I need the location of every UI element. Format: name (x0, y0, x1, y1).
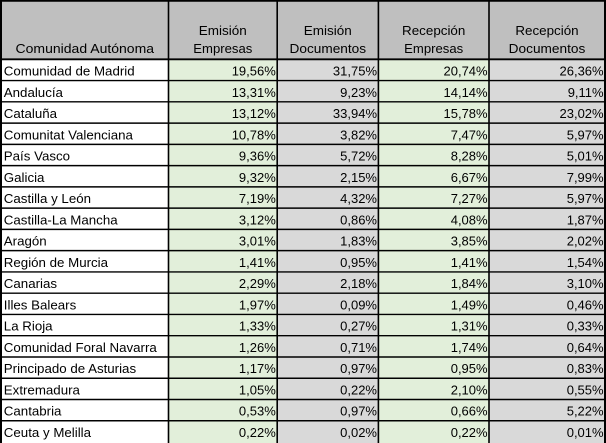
svg-text:Illes Balears: Illes Balears (4, 297, 77, 312)
svg-text:1,26%: 1,26% (239, 340, 276, 355)
svg-text:1,84%: 1,84% (451, 276, 488, 291)
svg-text:14,14%: 14,14% (444, 85, 489, 100)
svg-text:0,22%: 0,22% (239, 425, 276, 440)
svg-text:3,01%: 3,01% (239, 234, 276, 249)
svg-text:0,66%: 0,66% (451, 404, 488, 419)
svg-text:Galicia: Galicia (4, 170, 45, 185)
svg-text:9,11%: 9,11% (568, 85, 604, 100)
svg-text:1,05%: 1,05% (239, 382, 276, 397)
svg-text:1,33%: 1,33% (239, 319, 276, 334)
svg-text:23,02%: 23,02% (560, 106, 605, 121)
svg-text:5,72%: 5,72% (340, 149, 377, 164)
svg-text:31,75%: 31,75% (333, 64, 378, 79)
svg-text:0,71%: 0,71% (340, 340, 377, 355)
svg-text:0,46%: 0,46% (567, 297, 604, 312)
svg-text:9,36%: 9,36% (239, 149, 276, 164)
svg-text:Emisión: Emisión (199, 23, 247, 38)
svg-text:Canarias: Canarias (4, 276, 58, 291)
svg-text:5,22%: 5,22% (567, 404, 604, 419)
svg-text:15,78%: 15,78% (444, 106, 489, 121)
svg-text:Cantabria: Cantabria (4, 404, 62, 419)
svg-text:Comunidad Foral Navarra: Comunidad Foral Navarra (4, 340, 158, 355)
svg-text:La Rioja: La Rioja (4, 319, 53, 334)
svg-text:1,41%: 1,41% (451, 255, 488, 270)
svg-text:Recepción: Recepción (402, 23, 465, 38)
svg-text:1,49%: 1,49% (451, 297, 488, 312)
svg-text:2,10%: 2,10% (451, 382, 488, 397)
svg-text:0,53%: 0,53% (239, 404, 276, 419)
svg-text:Documentos: Documentos (509, 41, 586, 56)
svg-text:13,12%: 13,12% (232, 106, 277, 121)
svg-text:7,99%: 7,99% (567, 170, 604, 185)
svg-text:9,23%: 9,23% (340, 85, 377, 100)
svg-text:0,22%: 0,22% (451, 425, 488, 440)
svg-text:0,64%: 0,64% (567, 340, 604, 355)
svg-text:0,83%: 0,83% (567, 361, 604, 376)
svg-text:5,01%: 5,01% (567, 149, 604, 164)
svg-text:3,85%: 3,85% (451, 234, 488, 249)
svg-text:1,74%: 1,74% (451, 340, 488, 355)
svg-text:Castilla-La Mancha: Castilla-La Mancha (4, 212, 118, 227)
svg-text:Principado de Asturias: Principado de Asturias (4, 361, 137, 376)
svg-text:26,36%: 26,36% (560, 64, 605, 79)
svg-text:3,82%: 3,82% (340, 127, 377, 142)
svg-text:9,32%: 9,32% (239, 170, 276, 185)
svg-text:5,97%: 5,97% (567, 127, 604, 142)
svg-text:8,28%: 8,28% (451, 149, 488, 164)
svg-text:6,67%: 6,67% (451, 170, 488, 185)
svg-text:4,08%: 4,08% (451, 212, 488, 227)
svg-text:0,02%: 0,02% (340, 425, 377, 440)
svg-text:19,56%: 19,56% (232, 64, 277, 79)
svg-text:0,01%: 0,01% (567, 425, 604, 440)
svg-text:0,86%: 0,86% (340, 212, 377, 227)
svg-text:4,32%: 4,32% (340, 191, 377, 206)
svg-text:0,95%: 0,95% (451, 361, 488, 376)
svg-text:0,22%: 0,22% (340, 382, 377, 397)
svg-text:3,10%: 3,10% (567, 276, 604, 291)
svg-text:1,87%: 1,87% (567, 212, 604, 227)
svg-text:1,17%: 1,17% (239, 361, 276, 376)
svg-text:3,12%: 3,12% (239, 212, 276, 227)
svg-text:1,83%: 1,83% (340, 234, 377, 249)
svg-text:7,19%: 7,19% (239, 191, 276, 206)
svg-text:Aragón: Aragón (4, 234, 47, 249)
svg-text:0,33%: 0,33% (567, 319, 604, 334)
svg-text:Extremadura: Extremadura (4, 382, 81, 397)
svg-text:Documentos: Documentos (290, 41, 367, 56)
svg-text:2,02%: 2,02% (567, 234, 604, 249)
svg-text:1,41%: 1,41% (239, 255, 276, 270)
svg-text:33,94%: 33,94% (333, 106, 378, 121)
svg-text:2,15%: 2,15% (340, 170, 377, 185)
svg-text:2,29%: 2,29% (239, 276, 276, 291)
svg-text:Ceuta y Melilla: Ceuta y Melilla (4, 425, 92, 440)
svg-text:Comunidad Autónoma: Comunidad Autónoma (16, 41, 155, 56)
svg-text:Comunidad de Madrid: Comunidad de Madrid (4, 64, 135, 79)
svg-text:0,97%: 0,97% (340, 404, 377, 419)
svg-text:7,27%: 7,27% (451, 191, 488, 206)
svg-text:País Vasco: País Vasco (4, 149, 70, 164)
svg-text:Comunitat Valenciana: Comunitat Valenciana (4, 127, 134, 142)
svg-text:Castilla y León: Castilla y León (4, 191, 91, 206)
svg-text:0,95%: 0,95% (340, 255, 377, 270)
svg-text:5,97%: 5,97% (567, 191, 604, 206)
svg-text:20,74%: 20,74% (444, 64, 489, 79)
svg-text:Andalucía: Andalucía (4, 85, 64, 100)
svg-text:13,31%: 13,31% (232, 85, 277, 100)
svg-text:0,09%: 0,09% (340, 297, 377, 312)
svg-text:Recepción: Recepción (515, 23, 578, 38)
svg-text:10,78%: 10,78% (232, 127, 277, 142)
svg-text:0,27%: 0,27% (340, 319, 377, 334)
svg-text:Empresas: Empresas (404, 41, 463, 56)
svg-text:2,18%: 2,18% (340, 276, 377, 291)
svg-text:Empresas: Empresas (193, 41, 252, 56)
svg-text:0,97%: 0,97% (340, 361, 377, 376)
svg-text:Cataluña: Cataluña (4, 106, 58, 121)
svg-text:1,31%: 1,31% (451, 319, 488, 334)
svg-text:1,97%: 1,97% (239, 297, 276, 312)
svg-text:Región de Murcia: Región de Murcia (4, 255, 109, 270)
svg-text:1,54%: 1,54% (567, 255, 604, 270)
svg-text:7,47%: 7,47% (451, 127, 488, 142)
svg-text:0,55%: 0,55% (567, 382, 604, 397)
svg-text:Emisión: Emisión (304, 23, 352, 38)
